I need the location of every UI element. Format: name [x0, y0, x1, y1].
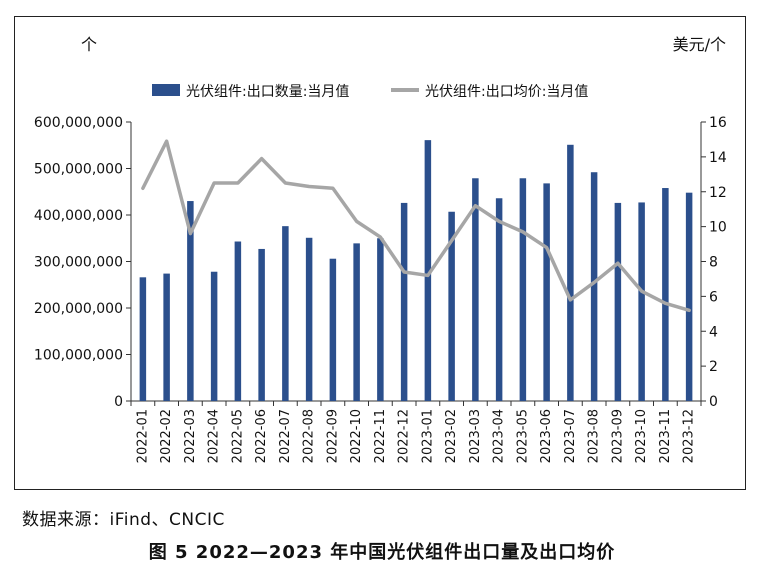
x-tick-label: 2022-06 [254, 409, 269, 463]
x-tick-label: 2022-10 [349, 409, 364, 463]
right-tick-label: 16 [709, 115, 727, 131]
left-tick-label: 400,000,000 [34, 208, 123, 224]
right-tick-label: 12 [709, 185, 727, 201]
x-tick-label: 2023-12 [682, 409, 697, 463]
left-tick-label: 200,000,000 [34, 301, 123, 317]
legend-bar-label: 光伏组件:出口数量:当月值 [186, 84, 349, 100]
legend-bar-swatch [152, 84, 180, 96]
right-axis-ticks: 0 2 4 6 8 10 12 14 16 [701, 115, 727, 410]
bar-2023-02 [448, 211, 455, 401]
x-tick-label: 2022-04 [207, 409, 222, 463]
left-tick-label: 100,000,000 [34, 348, 123, 364]
bar-2022-01 [139, 277, 147, 401]
left-tick-label: 300,000,000 [34, 255, 123, 271]
bar-2023-10 [638, 202, 645, 401]
left-tick-label: 0 [114, 394, 123, 410]
bar-2022-02 [163, 273, 170, 401]
x-tick-label: 2022-11 [373, 409, 388, 463]
right-tick-label: 8 [709, 255, 718, 271]
right-tick-label: 10 [709, 220, 727, 236]
x-tick-label: 2023-03 [468, 409, 483, 463]
x-tick-label: 2023-08 [587, 409, 602, 463]
bar-2022-03 [187, 201, 194, 401]
x-tick-label: 2022-03 [183, 409, 198, 463]
left-axis-unit: 个 [81, 35, 97, 54]
bar-2023-05 [519, 178, 527, 401]
bar-2023-08 [590, 172, 598, 401]
left-tick-label: 500,000,000 [34, 162, 123, 178]
legend-line-label: 光伏组件:出口均价:当月值 [425, 84, 588, 100]
bar-2022-10 [353, 243, 360, 401]
figure-caption: 图 5 2022—2023 年中国光伏组件出口量及出口均价 [148, 542, 616, 563]
bar-2023-12 [685, 192, 693, 401]
bar-2022-04 [210, 271, 218, 401]
bar-2023-03 [472, 178, 479, 401]
bar-2023-07 [567, 144, 574, 401]
bar-2022-09 [329, 258, 337, 401]
x-tick-label: 2022-01 [135, 409, 150, 463]
right-tick-label: 6 [709, 289, 718, 305]
chart-legend: 光伏组件:出口数量:当月值 光伏组件:出口均价:当月值 [152, 84, 588, 100]
right-tick-label: 2 [709, 359, 718, 375]
left-tick-label: 600,000,000 [34, 115, 123, 131]
x-tick-label: 2023-09 [610, 409, 625, 463]
right-axis-unit: 美元/个 [673, 35, 726, 54]
chart-svg: 个 美元/个 光伏组件:出口数量:当月值 光伏组件:出口均价:当月值 2022-… [34, 35, 727, 463]
bar-2023-06 [543, 183, 550, 401]
bar-2022-07 [282, 226, 289, 401]
bar-series [139, 140, 693, 401]
price-line [141, 139, 691, 313]
x-tick-label: 2023-02 [444, 409, 459, 463]
bar-2022-11 [377, 238, 384, 401]
x-tick-label: 2023-05 [515, 409, 530, 463]
x-axis-ticks: 2022-01 2022-02 2022-03 2022-04 2022-05 2022-… [130, 401, 702, 463]
bar-2023-04 [495, 198, 503, 401]
x-tick-label: 2022-08 [302, 409, 317, 463]
x-tick-label: 2022-02 [159, 409, 174, 463]
bar-2023-01 [424, 140, 432, 401]
x-tick-label: 2023-11 [658, 409, 673, 463]
x-tick-label: 2023-07 [563, 409, 578, 463]
line-series [141, 139, 691, 313]
right-tick-label: 4 [709, 324, 718, 340]
x-tick-label: 2023-01 [420, 409, 435, 463]
bar-2022-08 [305, 237, 313, 401]
right-tick-label: 0 [709, 394, 718, 410]
x-tick-label: 2022-07 [278, 409, 293, 463]
x-tick-label: 2022-12 [397, 409, 412, 463]
bar-2022-05 [234, 241, 242, 401]
x-tick-label: 2022-05 [230, 409, 245, 463]
right-tick-label: 14 [709, 150, 727, 166]
x-tick-label: 2023-04 [492, 409, 507, 463]
bar-2023-11 [662, 188, 669, 401]
source-note: 数据来源：iFind、CNCIC [22, 510, 225, 530]
x-tick-label: 2022-09 [325, 409, 340, 463]
left-axis-ticks: 0 100,000,000 200,000,000 300,000,000 400,00… [34, 115, 131, 410]
bar-2022-06 [258, 248, 265, 401]
chart-frame: 个 美元/个 光伏组件:出口数量:当月值 光伏组件:出口均价:当月值 2022-… [14, 16, 746, 490]
bar-2023-09 [614, 202, 622, 401]
x-tick-label: 2023-10 [634, 409, 649, 463]
bar-2022-12 [400, 202, 408, 401]
x-tick-label: 2023-06 [539, 409, 554, 463]
